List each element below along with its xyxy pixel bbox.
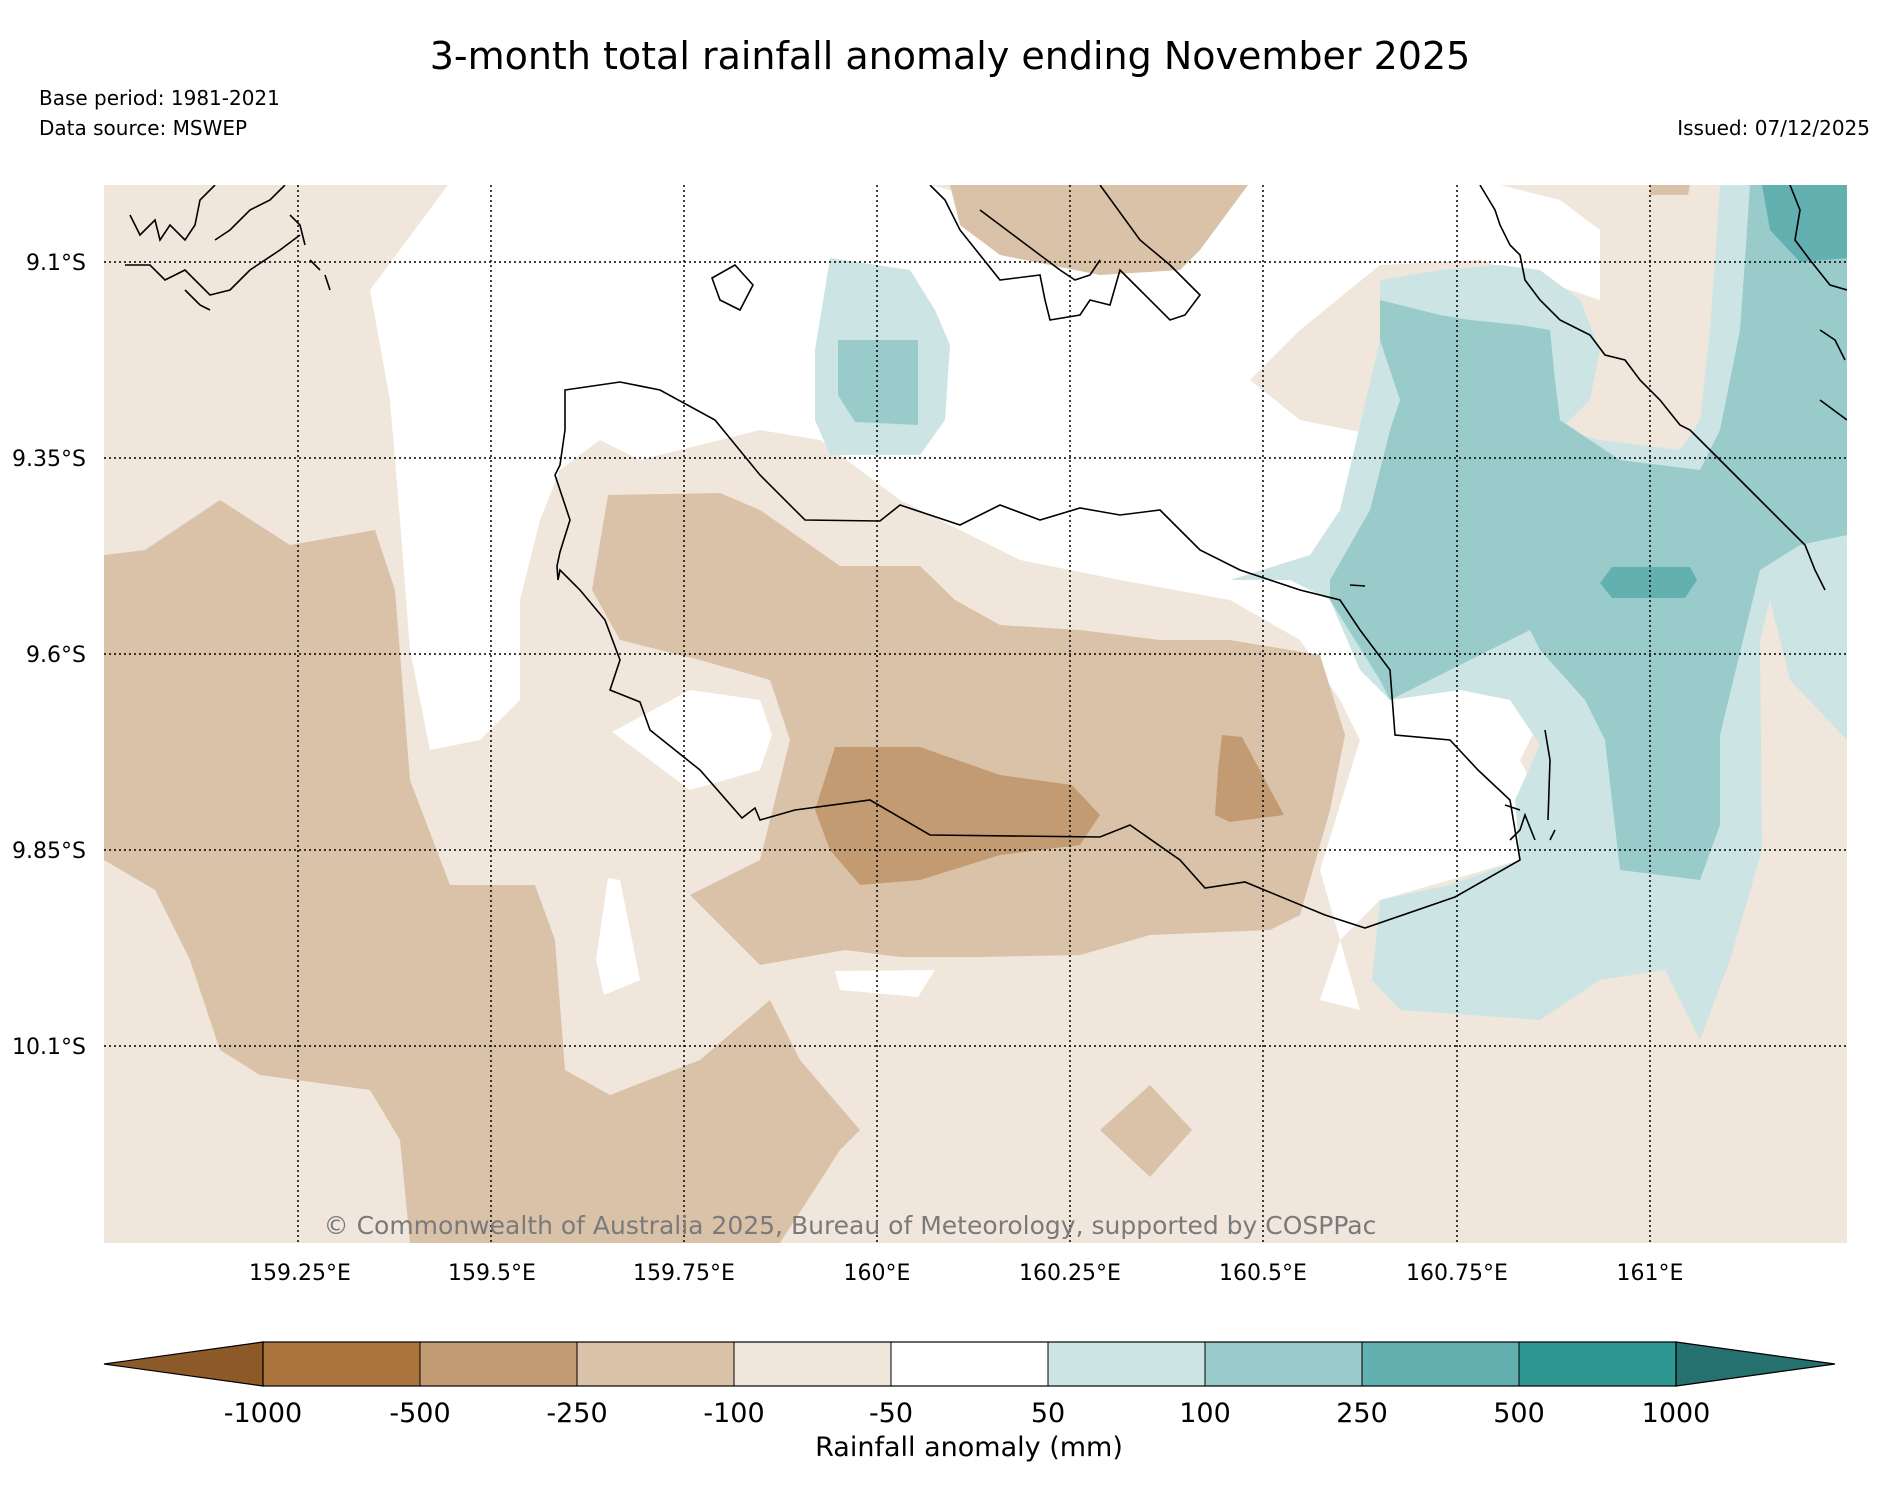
anomaly-region-mid-dry-central: [592, 493, 1345, 965]
data-source: Data source: MSWEP: [39, 116, 248, 140]
colorbar-tick: -100: [703, 1398, 764, 1429]
coastline-malaita: [1479, 185, 1826, 591]
anomaly-region-very-wet-2: [1600, 567, 1697, 598]
colorbar-tick: 100: [1179, 1398, 1231, 1429]
lon-label: 160°E: [844, 1261, 911, 1286]
colorbar-extend-high: [1675, 1341, 1836, 1387]
colorbar-tick: 250: [1336, 1398, 1388, 1429]
anomaly-region-neutral-4: [835, 970, 935, 997]
colorbar-segment: [1048, 1342, 1205, 1386]
colorbar-outline: [262, 1341, 1677, 1387]
coastlines: [125, 185, 1847, 929]
graticule: [104, 185, 1847, 1243]
anomaly-region-wet: [1330, 185, 1847, 880]
colorbar-segment: [1519, 1342, 1676, 1386]
lat-label: 9.85°S: [12, 839, 86, 864]
colorbar-tick: -500: [389, 1398, 450, 1429]
colorbar-title: Rainfall anomaly (mm): [815, 1432, 1123, 1463]
lon-label: 160.75°E: [1406, 1261, 1508, 1286]
colorbar-segment: [1205, 1342, 1362, 1386]
issued-date: Issued: 07/12/2025: [1677, 116, 1870, 140]
base-period: Base period: 1981-2021: [39, 86, 280, 110]
lon-label: 160.5°E: [1219, 1261, 1307, 1286]
lon-label: 159.25°E: [249, 1261, 351, 1286]
anomaly-region-mid-dry-north: [950, 185, 1248, 275]
colorbar-tick: 50: [1031, 1398, 1065, 1429]
colorbar-tick: -250: [546, 1398, 607, 1429]
map-title: 3-month total rainfall anomaly ending No…: [429, 34, 1471, 78]
anomaly-region-mid-dry-west: [104, 500, 860, 1243]
colorbar: -1000 -500 -250 -100 -50 50 100 250 500 …: [103, 1341, 1836, 1463]
lon-label: 159.5°E: [448, 1261, 536, 1286]
colorbar-segment: [1362, 1342, 1519, 1386]
colorbar-extend-low: [103, 1341, 264, 1387]
lon-label: 160.25°E: [1019, 1261, 1121, 1286]
anomaly-region-neutral: [370, 185, 1700, 1010]
coastline-guadalcanal: [554, 381, 1521, 929]
lon-label: 159.75°E: [633, 1261, 735, 1286]
copyright-notice: © Commonwealth of Australia 2025, Bureau…: [324, 1211, 1377, 1240]
coastline-ne: [1789, 185, 1847, 421]
lat-label: 10.1°S: [12, 1035, 86, 1060]
lat-label: 9.35°S: [12, 447, 86, 472]
coastline-florida-islands: [929, 185, 1202, 321]
coastline-savo: [711, 263, 754, 312]
colorbar-dividers: [419, 1342, 1520, 1386]
colorbar-tick: -50: [869, 1398, 913, 1429]
colorbar-segment: [420, 1342, 577, 1386]
colorbar-segment: [891, 1342, 1048, 1386]
colorbar-tick: 1000: [1642, 1398, 1711, 1429]
coastline-russell-islands: [125, 185, 331, 311]
anomaly-region-mid-dry-south: [1100, 1085, 1192, 1177]
anomaly-region-mid-dry-ne: [1650, 185, 1690, 195]
anomaly-region-neutral-2: [612, 690, 772, 790]
colorbar-segment: [263, 1342, 420, 1386]
lon-label: 161°E: [1617, 1261, 1684, 1286]
anomaly-region-very-wet: [1762, 185, 1847, 262]
colorbar-segment: [734, 1342, 891, 1386]
anomaly-region-neutral-5: [420, 185, 760, 460]
lat-label: 9.1°S: [26, 251, 86, 276]
anomaly-region-wet-north: [838, 340, 918, 425]
map-plot-area: [104, 185, 1847, 1243]
anomaly-region-dry-2: [1215, 735, 1284, 822]
anomaly-region-dry: [815, 747, 1100, 885]
colorbar-tick: -1000: [224, 1398, 302, 1429]
anomaly-region-neutral-3: [596, 878, 640, 995]
coastline-small-islets: [1349, 584, 1556, 841]
colorbar-segment: [577, 1342, 734, 1386]
lat-label: 9.6°S: [26, 643, 86, 668]
colorbar-tick: 500: [1493, 1398, 1545, 1429]
